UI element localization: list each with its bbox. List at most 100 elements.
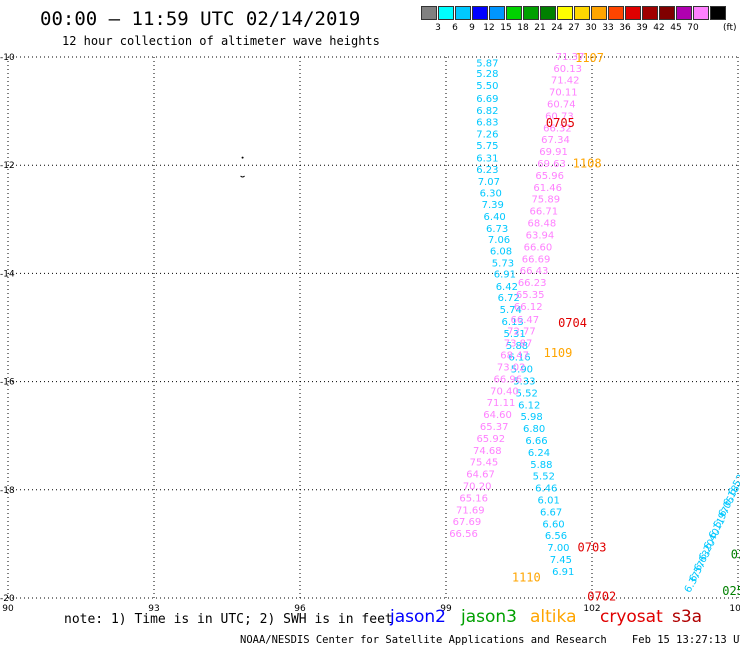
y-tick-label: -20 (0, 594, 15, 604)
data-point-label: 7.00 (547, 543, 569, 554)
time-label: 1109 (543, 346, 572, 360)
data-point-label: 6.83 (476, 117, 498, 128)
data-point-label: 66.71 (529, 207, 558, 218)
legend-swatch (693, 6, 709, 20)
legend-label: 70 (687, 23, 699, 33)
data-point-label: 6.12 (518, 400, 540, 411)
x-tick-label: 96 (294, 604, 306, 614)
data-point-label: 7.26 (476, 129, 498, 140)
data-point-label: 66.56 (449, 529, 478, 540)
data-point-label: 6.91 (494, 269, 516, 280)
footer-note: note: 1) Time is in UTC; 2) SWH is in fe… (64, 612, 393, 627)
legend-swatch (523, 6, 539, 20)
sat-label-s3a: s3a (672, 607, 703, 627)
data-point-label: 75.45 (470, 458, 499, 469)
legend-label: 24 (551, 23, 563, 33)
data-point-label: 65.96 (535, 171, 564, 182)
y-tick-label: -10 (0, 53, 15, 63)
data-point-label: 6.46 (535, 484, 557, 495)
time-label: 1107 (575, 51, 604, 65)
legend-swatch (540, 6, 556, 20)
legend-label: 27 (568, 23, 580, 33)
data-point-label: 67.34 (541, 135, 570, 146)
legend-swatch (574, 6, 590, 20)
data-point-label: 75.89 (531, 195, 560, 206)
data-point-label: 73.87 (504, 339, 533, 350)
legend-swatch (506, 6, 522, 20)
legend-label: 21 (534, 23, 546, 33)
data-point-label: 70.20 (463, 481, 492, 492)
x-tick-label: 99 (440, 604, 452, 614)
data-point-label: 65.35 (516, 290, 545, 301)
data-point-label: 66.60 (524, 242, 553, 253)
legend-swatch (710, 6, 726, 20)
data-point-label: 6.69 (476, 94, 498, 105)
data-point-label: 68.47 (500, 351, 529, 362)
legend-swatch (489, 6, 505, 20)
data-point-label: 60.73 (545, 111, 574, 122)
data-point-label: 5.87 (476, 58, 498, 69)
data-point-label: 5.88 (530, 460, 552, 471)
data-point-label: 6.82 (476, 106, 498, 117)
data-point-label: 71.11 (487, 398, 516, 409)
data-point-label: 5.98 (521, 412, 543, 423)
data-point-label: 67.69 (453, 517, 482, 528)
data-point-label: 65.37 (480, 422, 509, 433)
data-point-label: 5.31 (503, 329, 525, 340)
data-point-label: 7.06 (488, 235, 510, 246)
data-point-label: 61.46 (533, 183, 562, 194)
data-point-label: 6.31 (476, 154, 498, 165)
data-point-label: 5.90 (511, 365, 533, 376)
data-point-label: 63.94 (526, 230, 555, 241)
data-point-label: 5.74 (500, 305, 522, 316)
data-point-label: 6.23 (476, 165, 498, 176)
data-point-label: 7.07 (478, 177, 500, 188)
island-marker (240, 175, 245, 178)
sat-label-jason3: jason3 (461, 607, 517, 627)
chart-subtitle: 12 hour collection of altimeter wave hei… (62, 34, 380, 48)
data-point-label: 64.60 (483, 410, 512, 421)
data-point-label: 6.40 (484, 212, 506, 223)
legend-label: 6 (452, 23, 458, 33)
y-tick-label: -16 (0, 378, 15, 388)
legend-label: 15 (500, 23, 512, 33)
legend-swatch (438, 6, 454, 20)
data-point-label: 6.72 (498, 293, 520, 304)
legend-swatch (608, 6, 624, 20)
data-point-label: 6.66 (525, 436, 547, 447)
legend-label: 42 (653, 23, 665, 33)
data-point-label: 6.01 (538, 496, 560, 507)
data-point-label: 60.74 (547, 100, 576, 111)
data-point-label: 5.50 (476, 81, 498, 92)
data-point-label: 6.16 (508, 353, 530, 364)
sat-label-cryosat: cryosat (600, 607, 663, 627)
time-label: 02 (731, 548, 740, 562)
data-point-label: 66.47 (511, 315, 540, 326)
data-point-label: 5.75 (476, 141, 498, 152)
legend-label: 9 (469, 23, 475, 33)
data-point-label: 69.63 (537, 159, 566, 170)
data-point-label: 66.96 (493, 374, 522, 385)
time-label: 1108 (573, 156, 602, 170)
time-label: 0704 (558, 316, 587, 330)
legend-label: 33 (602, 23, 614, 33)
legend-label: 18 (517, 23, 529, 33)
time-label: 0702 (587, 589, 616, 603)
data-point-label: 6.67 (540, 507, 562, 518)
data-point-label: 6.24 (528, 448, 550, 459)
legend-unit: (ft) (723, 23, 737, 33)
data-point-label: 6.56 (545, 531, 567, 542)
legend-label: 45 (670, 23, 682, 33)
y-tick-label: -18 (0, 486, 15, 496)
y-tick-label: -12 (0, 161, 15, 171)
chart-title: 00:00 – 11:59 UTC 02/14/2019 (40, 8, 361, 30)
legend-swatch (557, 6, 573, 20)
data-point-label: 70.11 (549, 88, 578, 99)
credit-line: NOAA/NESDIS Center for Satellite Applica… (240, 634, 740, 646)
data-point-label: 5.52 (533, 472, 555, 483)
data-point-label: 5.52 (516, 388, 538, 399)
legend-swatch (421, 6, 437, 20)
data-point-label: 6.08 (490, 247, 512, 258)
